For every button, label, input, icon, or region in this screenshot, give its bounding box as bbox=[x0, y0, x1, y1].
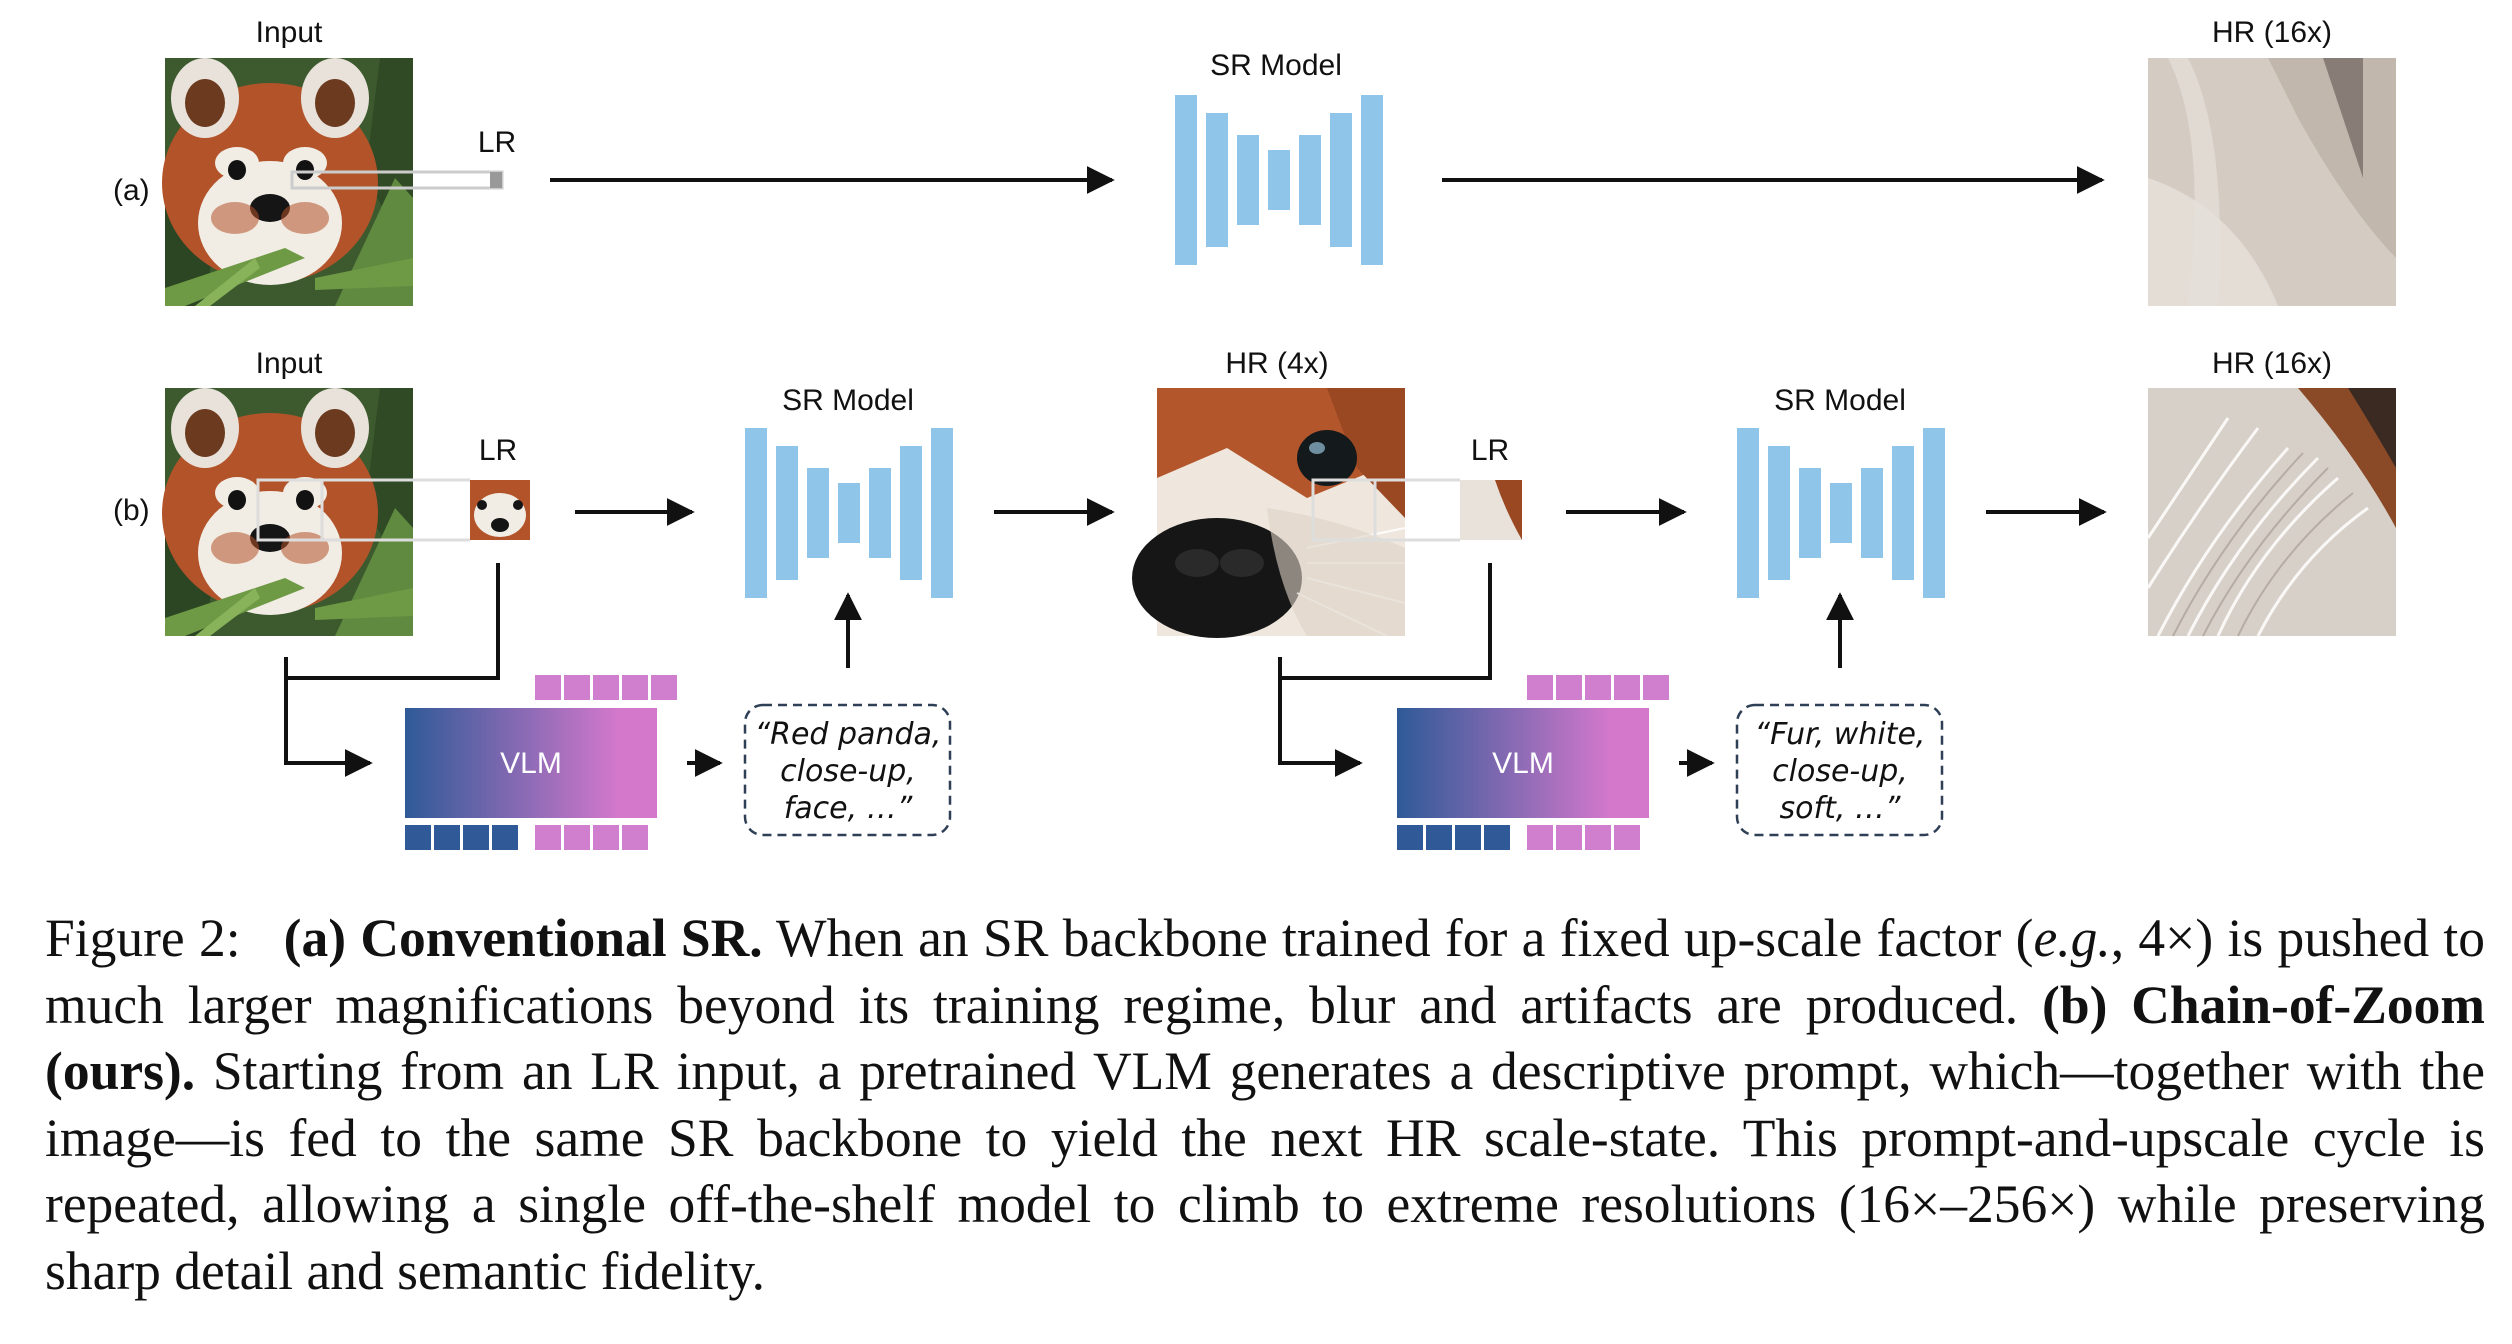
row-a-input-image bbox=[162, 58, 413, 306]
row-b-sr-label-2: SR Model bbox=[1774, 384, 1906, 417]
row-b-hr4x-image bbox=[1131, 387, 1406, 639]
row-b-vlm-connector-2 bbox=[1278, 563, 1492, 777]
row-b-vlm-label-1: VLM bbox=[500, 747, 562, 780]
row-a-output-image bbox=[2148, 58, 2396, 306]
row-b-sr-label-1: SR Model bbox=[782, 384, 914, 417]
row-a-lr-label: LR bbox=[478, 126, 516, 159]
row-b-prompt-1-line-3: face, …” bbox=[784, 791, 913, 826]
row-b-sr-model-1 bbox=[745, 428, 953, 598]
caption-figure-number: Figure 2: bbox=[45, 908, 241, 968]
caption-part-a-text-1: When an SR backbone trained for a fixed … bbox=[776, 908, 2034, 968]
row-b-sr-model-2 bbox=[1737, 428, 1945, 598]
row-a-input-label: Input bbox=[256, 16, 323, 49]
row-b-output-label: HR (16x) bbox=[2212, 347, 2332, 380]
row-b-prompt-box-1 bbox=[743, 703, 952, 837]
row-b-mid-label: HR (4x) bbox=[1225, 347, 1328, 380]
caption-part-a-text-2: , 4×) is pushed to much larger magnifica… bbox=[45, 908, 2486, 1035]
row-b-input-image bbox=[162, 388, 413, 636]
row-b-prompt-1-line-2: close-up, bbox=[780, 754, 916, 789]
row-a-sr-model bbox=[1175, 95, 1383, 265]
row-b-vlm-label-2: VLM bbox=[1492, 747, 1554, 780]
row-b-lr-label-1: LR bbox=[479, 434, 517, 467]
caption-part-a-eg: e.g. bbox=[2033, 908, 2111, 968]
row-b-vlm-block-2 bbox=[1397, 675, 1669, 850]
row-b-prompt-2-line-1: “Fur, white, bbox=[1755, 717, 1926, 752]
row-b-input-label: Input bbox=[256, 347, 323, 380]
row-a-sr-label: SR Model bbox=[1210, 49, 1342, 82]
caption-part-b-title: (b) Chain-of-Zoom (ours). bbox=[45, 974, 2485, 1102]
row-b-prompt-1-line-1: “Red panda, bbox=[755, 717, 942, 752]
row-b-lr-patch-1 bbox=[470, 480, 530, 540]
figure-caption: Figure 2: (a) Conventional SR. When an S… bbox=[45, 905, 2485, 1304]
caption-part-a-title: (a) Conventional SR. bbox=[283, 908, 763, 968]
row-b-prompt-2-line-2: close-up, bbox=[1772, 754, 1908, 789]
method-figure: (a) Input LR SR Model HR (16x) (b) Input… bbox=[113, 16, 2398, 850]
row-b-vlm-block-1 bbox=[405, 675, 677, 850]
row-b-crop-box-1 bbox=[256, 478, 324, 542]
row-a-output-label: HR (16x) bbox=[2212, 16, 2332, 49]
caption-part-b-text: Starting from an LR input, a pretrained … bbox=[45, 1041, 2485, 1301]
row-a-label: (a) bbox=[113, 174, 150, 207]
row-b-lr-label-2: LR bbox=[1471, 434, 1509, 467]
row-b-prompt-2-line-3: soft, …” bbox=[1780, 791, 1901, 826]
row-b-crop-box-2 bbox=[1311, 478, 1377, 542]
row-b-label: (b) bbox=[113, 494, 150, 527]
row-b-vlm-connector-1 bbox=[284, 563, 500, 777]
row-b-output-image bbox=[2146, 386, 2398, 638]
row-b-prompt-box-2 bbox=[1735, 703, 1944, 837]
row-a-lr-patch bbox=[490, 172, 502, 188]
row-b-lr-patch-2 bbox=[1460, 480, 1522, 540]
